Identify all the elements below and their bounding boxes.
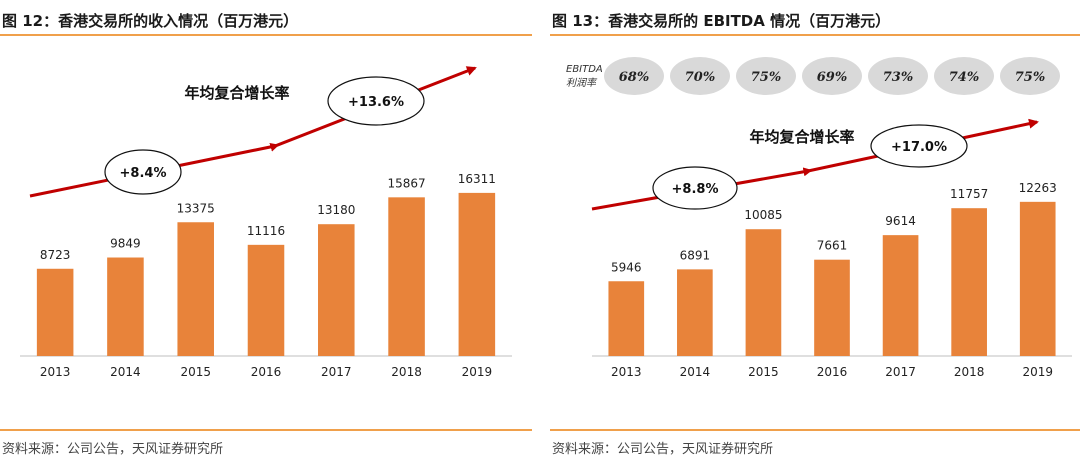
margin-value-label: 69%	[817, 70, 847, 85]
margin-ellipse	[604, 57, 664, 95]
margin-row-label: 利润率	[566, 77, 598, 89]
revenue-bar-chart: 8723 2013 9849 2014 13375 2015 11116 2016 13180 2…	[20, 66, 512, 379]
margin-value-label: 68%	[619, 70, 649, 85]
x-tick-label: 2018	[954, 365, 985, 379]
margin-ellipse	[934, 57, 994, 95]
bar	[745, 229, 782, 356]
bar-value-label: 5946	[611, 260, 642, 274]
source-rule	[0, 429, 532, 431]
x-tick-label: 2017	[885, 365, 916, 379]
source-rule	[550, 429, 1080, 431]
bar-value-label: 7661	[817, 239, 848, 253]
margin-value-label: 75%	[751, 70, 781, 85]
margin-value-label: 70%	[685, 70, 715, 85]
cagr-label: 年均复合增长率	[749, 128, 854, 146]
revenue-chart-panel: 图 12：香港交易所的收入情况（百万港元） 8723 2013 9849 2014 13…	[0, 0, 532, 467]
x-tick-label: 2016	[251, 365, 282, 379]
margin-value-label: 74%	[949, 70, 979, 85]
x-tick-label: 2016	[817, 365, 848, 379]
ebitda-bar-chart: 5946 2013 6891 2014 10085 2015 7661 2016 9614 201…	[566, 57, 1072, 379]
x-tick-label: 2013	[40, 365, 71, 379]
growth-rate-label: +8.4%	[120, 166, 167, 181]
x-tick-label: 2018	[391, 365, 422, 379]
bar-value-label: 10085	[744, 208, 782, 222]
bar-value-label: 6891	[680, 248, 711, 262]
margin-value-label: 75%	[1015, 70, 1045, 85]
bar-value-label: 11116	[247, 224, 285, 238]
bar-value-label: 8723	[40, 248, 71, 262]
x-tick-label: 2015	[180, 365, 211, 379]
bar-value-label: 15867	[387, 176, 425, 190]
margin-ellipse	[1000, 57, 1060, 95]
margin-row-label: EBITDA	[566, 64, 603, 75]
growth-rate-ellipse	[327, 76, 425, 126]
growth-rate-ellipse	[870, 124, 968, 168]
bar	[318, 224, 355, 356]
growth-rate-ellipse	[104, 149, 182, 195]
bar	[247, 244, 285, 356]
margin-ellipse	[670, 57, 730, 95]
margin-ellipse	[736, 57, 796, 95]
x-tick-label: 2019	[1022, 365, 1053, 379]
growth-rate-ellipse	[652, 166, 738, 210]
growth-rate-label: +13.6%	[348, 95, 404, 110]
bar	[677, 269, 713, 356]
ebitda-chart-panel: 图 13：香港交易所的 EBITDA 情况（百万港元） 5946 2013 6891…	[550, 0, 1080, 467]
bar	[458, 192, 496, 356]
bar	[388, 197, 425, 356]
x-tick-label: 2014	[680, 365, 711, 379]
title-rule	[0, 34, 532, 36]
margin-ellipse	[802, 57, 862, 95]
chart-title: 图 13：香港交易所的 EBITDA 情况（百万港元）	[552, 12, 891, 30]
growth-rate-label: +17.0%	[891, 140, 947, 155]
source-note: 资料来源：公司公告，天风证券研究所	[2, 442, 224, 457]
bar-value-label: 9614	[885, 214, 916, 228]
x-tick-label: 2019	[462, 365, 493, 379]
bar-value-label: 11757	[950, 187, 988, 201]
margin-ellipse	[868, 57, 928, 95]
bar	[951, 208, 987, 356]
bar-value-label: 13180	[317, 203, 355, 217]
margin-value-label: 73%	[883, 70, 913, 85]
cagr-label: 年均复合增长率	[184, 84, 289, 102]
bar-value-label: 12263	[1019, 181, 1057, 195]
bar	[608, 281, 645, 356]
x-tick-label: 2014	[110, 365, 141, 379]
x-tick-label: 2013	[611, 365, 642, 379]
bar	[107, 257, 144, 356]
bar	[36, 268, 74, 356]
source-note: 资料来源：公司公告，天风证券研究所	[552, 442, 774, 457]
chart-title: 图 12：香港交易所的收入情况（百万港元）	[2, 12, 299, 30]
bar	[882, 235, 919, 356]
x-tick-label: 2015	[748, 365, 779, 379]
bar	[1019, 201, 1056, 356]
title-rule	[550, 34, 1080, 36]
growth-rate-label: +8.8%	[672, 182, 719, 197]
bar	[177, 222, 214, 356]
bar	[814, 259, 850, 356]
bar-value-label: 13375	[177, 201, 215, 215]
bar-value-label: 16311	[458, 172, 496, 186]
x-tick-label: 2017	[321, 365, 352, 379]
bar-value-label: 9849	[110, 237, 141, 251]
